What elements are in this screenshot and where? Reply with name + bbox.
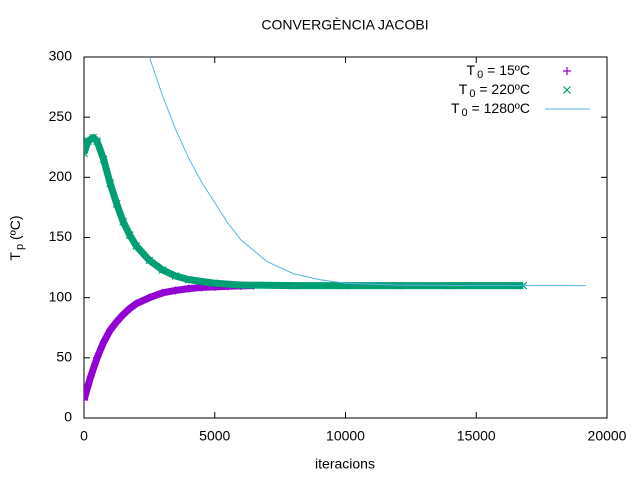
y-tick-label: 50	[56, 349, 72, 365]
chart-title: CONVERGÈNCIA JACOBI	[261, 17, 428, 33]
legend-swatch	[563, 86, 571, 94]
data-point	[289, 281, 298, 290]
data-point	[106, 179, 115, 188]
data-point	[99, 338, 108, 347]
legend-swatch	[563, 67, 571, 75]
data-point	[171, 286, 180, 295]
data-point	[112, 199, 121, 208]
data-point	[84, 395, 88, 404]
data-point	[119, 217, 128, 226]
data-point	[158, 266, 167, 274]
data-point	[184, 275, 193, 284]
y-axis-label: Tp (ºC)	[7, 215, 26, 260]
data-point	[86, 373, 95, 382]
x-tick-label: 0	[80, 428, 88, 444]
series-band	[84, 134, 524, 290]
data-point	[125, 304, 134, 313]
x-axis-label: iteracions	[315, 456, 375, 472]
series-band	[84, 282, 255, 401]
y-tick-label: 150	[49, 228, 73, 244]
data-point	[99, 155, 108, 164]
x-tick-label: 10000	[326, 428, 365, 444]
x-tick-label: 20000	[588, 428, 627, 444]
data-point	[112, 317, 121, 326]
data-point	[93, 137, 101, 146]
y-tick-label: 300	[49, 48, 73, 64]
y-tick-label: 250	[49, 108, 73, 124]
x-tick-label: 5000	[199, 428, 230, 444]
data-point	[393, 281, 402, 290]
series-line	[148, 57, 587, 287]
data-point	[84, 149, 88, 158]
data-point	[84, 137, 92, 146]
data-point	[125, 231, 134, 240]
data-point	[119, 310, 128, 319]
data-point	[145, 293, 154, 302]
plot-area	[84, 57, 587, 404]
data-point	[210, 279, 219, 288]
data-point	[93, 353, 102, 362]
y-tick-label: 200	[49, 168, 73, 184]
data-point	[184, 284, 193, 293]
data-point	[106, 326, 115, 335]
data-point	[132, 299, 141, 308]
y-tick-label: 100	[49, 288, 73, 304]
data-point	[158, 288, 167, 297]
data-point	[236, 281, 245, 289]
data-point	[132, 241, 141, 250]
data-point	[145, 256, 154, 265]
data-point	[171, 272, 180, 280]
x-tick-label: 15000	[457, 428, 496, 444]
y-tick-label: 0	[64, 409, 72, 425]
